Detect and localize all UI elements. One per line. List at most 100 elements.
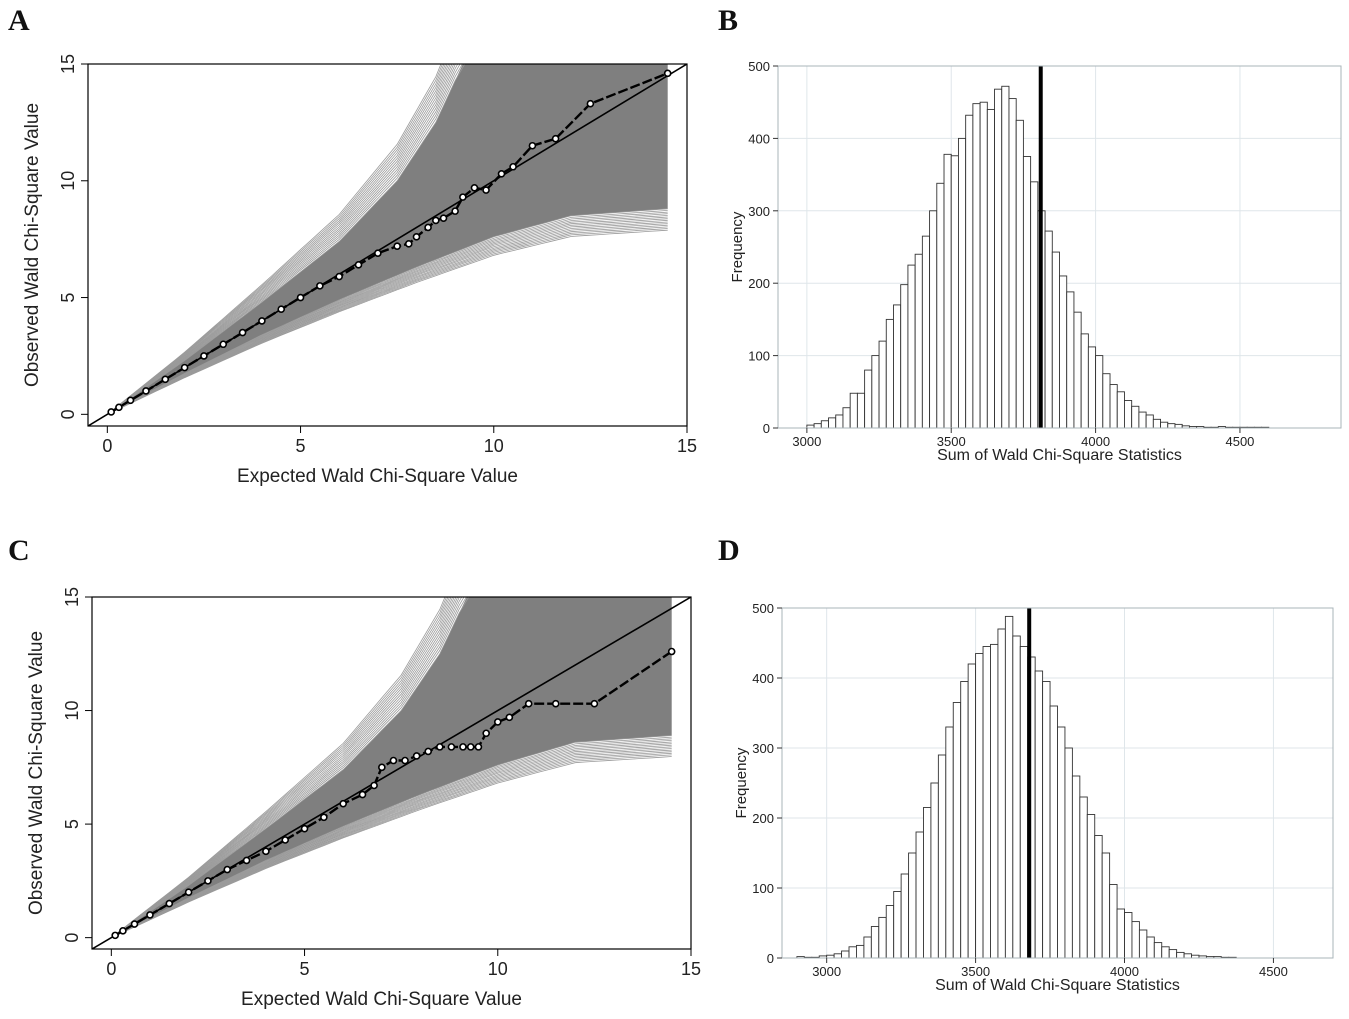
- x-tick-label: 10: [488, 959, 508, 979]
- histogram-bar: [1101, 852, 1111, 959]
- histogram-bar: [975, 653, 984, 959]
- simulated-line-upper: [111, 597, 463, 938]
- x-tick-label: 0: [106, 959, 116, 979]
- histogram-bar: [960, 681, 969, 959]
- observed-point: [459, 193, 467, 201]
- plot-frame: [87, 63, 688, 427]
- histogram-bar: [1051, 251, 1060, 429]
- x-tick-label: 4500: [1225, 434, 1254, 449]
- histogram-bar: [1066, 291, 1075, 429]
- simulated-line-upper: [107, 64, 443, 415]
- observed-point: [296, 293, 305, 302]
- histogram-bar: [1022, 156, 1032, 429]
- histogram-bar: [1183, 953, 1192, 959]
- observed-point: [667, 647, 676, 656]
- simulated-line-upper: [111, 597, 467, 938]
- histogram-bar: [833, 953, 843, 959]
- histogram-bar: [1168, 949, 1178, 959]
- histogram-bar: [921, 235, 931, 429]
- y-tick-label: 200: [748, 276, 770, 291]
- y-tick-label: 400: [748, 131, 770, 146]
- simulated-line-upper: [107, 64, 451, 415]
- observed-point: [258, 317, 266, 325]
- y-tick-label: 10: [62, 701, 82, 721]
- simulated-line-lower: [111, 756, 672, 938]
- y-tick-label: 0: [767, 951, 774, 966]
- observed-point: [300, 824, 309, 833]
- observed-point: [412, 233, 421, 241]
- histogram-bar: [1138, 411, 1147, 429]
- histogram-bar: [1015, 119, 1024, 429]
- x-tick-label: 4500: [1259, 964, 1288, 979]
- simulated-line-upper: [107, 64, 463, 415]
- histogram-bar: [856, 944, 865, 959]
- histogram-bar: [936, 182, 945, 429]
- histogram-bar: [1109, 384, 1118, 429]
- simulated-line-upper: [111, 597, 452, 938]
- histogram-bar: [1138, 929, 1148, 959]
- y-tick-label: 0: [58, 409, 78, 419]
- histogram-bar: [1102, 373, 1111, 429]
- qq-plot-panel-c: C 0 5 10 15 0 5 10 15 Expected Wald Chi-Square V…: [0, 530, 701, 1019]
- histogram-bar: [982, 646, 991, 959]
- histogram-bar: [1109, 884, 1118, 959]
- x-axis-title: Sum of Wald Chi-Square Statistics: [935, 977, 1180, 994]
- simulated-line-upper: [107, 64, 442, 415]
- observed-point: [223, 865, 232, 874]
- y-axis-title: Frequency: [733, 747, 750, 818]
- observed-point: [459, 743, 467, 751]
- observed-point: [404, 240, 413, 248]
- simulated-line-upper: [107, 64, 450, 415]
- histogram-bar: [950, 155, 959, 429]
- histogram-bar: [856, 392, 866, 429]
- histogram-bar: [1153, 942, 1163, 959]
- histogram-bar: [863, 936, 872, 959]
- histogram-bar: [1008, 98, 1017, 429]
- observed-point: [165, 899, 174, 908]
- observed-point: [466, 743, 475, 751]
- histogram-bar: [1057, 726, 1066, 959]
- observed-point: [335, 272, 343, 281]
- y-tick-label: 300: [752, 741, 774, 756]
- histogram-bar: [1124, 912, 1133, 959]
- histogram-bar: [1124, 400, 1133, 429]
- histogram-panel-d: D 3000 3500 4000 4500 0 100 200 300 400 500 Sum of…: [700, 530, 1349, 1019]
- x-tick-label: 0: [102, 436, 112, 456]
- histogram-bar: [1176, 951, 1185, 959]
- histogram-bar: [908, 852, 917, 959]
- observed-point: [242, 856, 251, 865]
- simulated-envelope: [107, 64, 668, 415]
- observed-point: [551, 134, 560, 143]
- x-axis-title: Expected Wald Chi-Square Value: [237, 466, 518, 487]
- observed-point: [339, 799, 347, 808]
- x-tick-label: 10: [484, 436, 504, 456]
- y-tick-label: 300: [748, 204, 770, 219]
- simulated-line-upper: [111, 597, 460, 938]
- histogram-panel-b: B 3000 3500 4000 4500 0 100 200 300 400 500 Sum of…: [700, 0, 1349, 500]
- histogram-bar: [1012, 635, 1021, 959]
- observed-point: [374, 249, 382, 257]
- simulated-line-upper: [107, 64, 668, 415]
- observed-point: [497, 169, 506, 178]
- panel-label-d: D: [718, 534, 740, 567]
- histogram-bar: [848, 946, 857, 959]
- observed-point: [262, 847, 270, 856]
- simulated-line-upper: [111, 597, 455, 938]
- observed-point: [482, 729, 490, 738]
- observed-point: [219, 340, 228, 349]
- histogram-bar: [1044, 230, 1053, 429]
- panel-label-a: A: [8, 4, 30, 37]
- simulated-line-upper: [111, 597, 454, 938]
- histogram-bar: [893, 304, 902, 429]
- histogram-bar: [1080, 333, 1089, 429]
- x-tick-label: 15: [677, 436, 697, 456]
- y-tick-label: 10: [58, 171, 78, 191]
- histogram-bar: [1059, 275, 1068, 429]
- observed-point: [204, 877, 212, 885]
- histogram-bar: [820, 420, 829, 429]
- panel-label-c: C: [8, 534, 30, 567]
- histogram-bar: [842, 407, 851, 429]
- observed-point: [439, 214, 448, 222]
- observed-point: [161, 375, 170, 384]
- observed-point: [451, 207, 459, 215]
